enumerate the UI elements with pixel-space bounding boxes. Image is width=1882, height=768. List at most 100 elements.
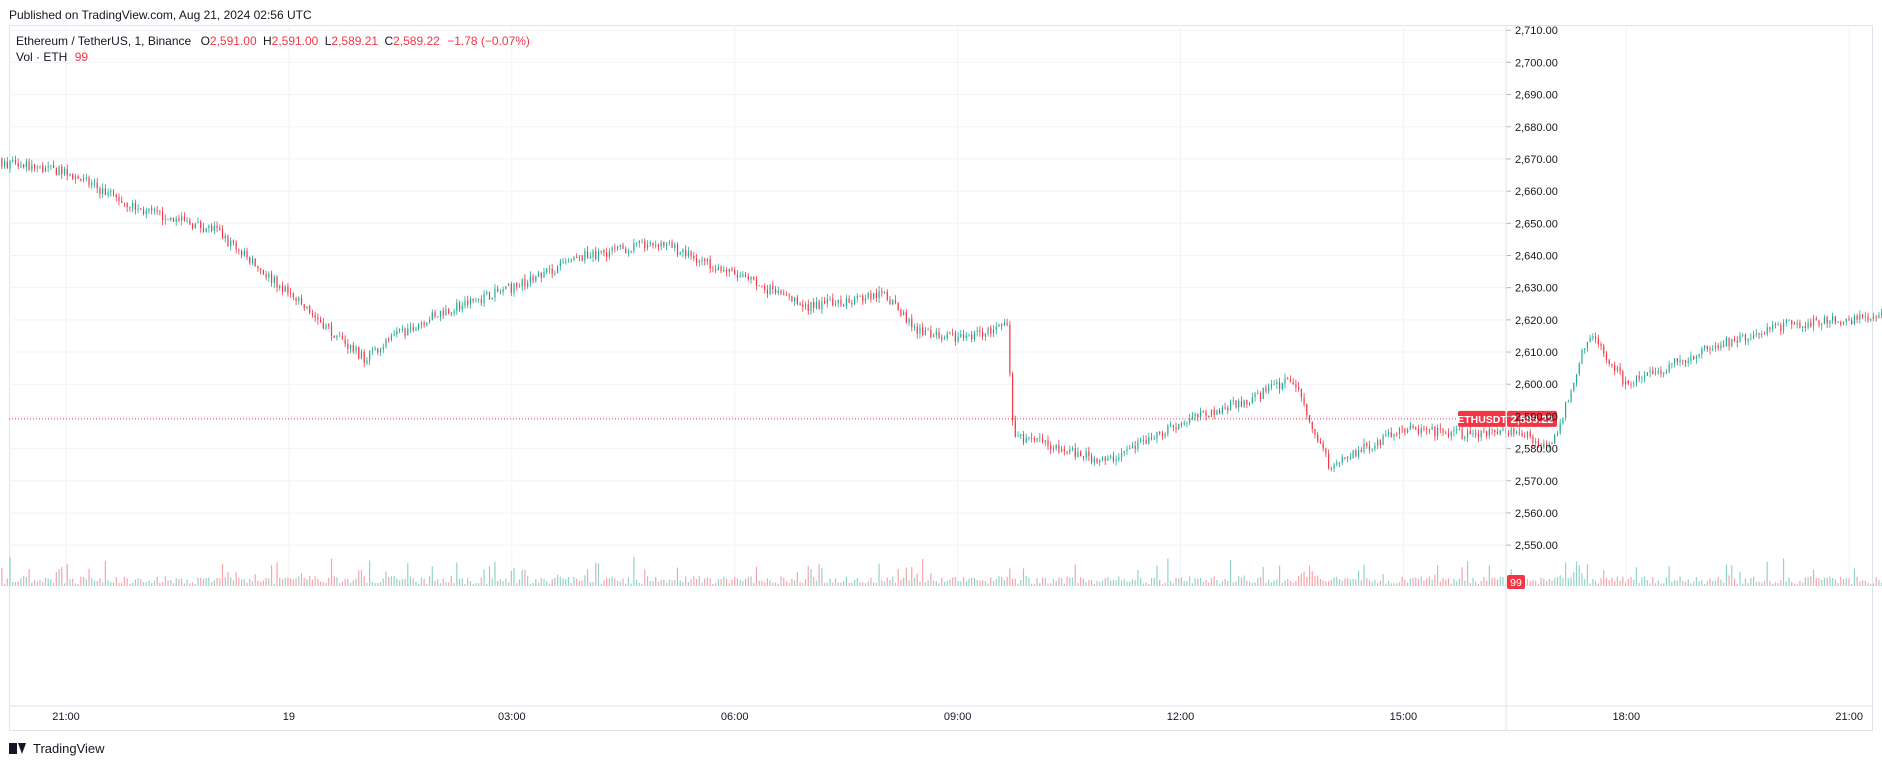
candle-down (1496, 431, 1499, 434)
candle-up (1273, 384, 1275, 385)
candle-down (952, 333, 954, 334)
volume-bar (788, 582, 790, 586)
candle-up (1586, 341, 1589, 349)
candle-down (1404, 428, 1406, 433)
candle-down (1545, 443, 1548, 448)
candle-down (1063, 448, 1065, 452)
candle-down (1161, 433, 1164, 437)
volume-bar (840, 582, 842, 586)
volume-bar (543, 579, 545, 586)
symbol-title[interactable]: Ethereum / TetherUS, 1, Binance (16, 34, 192, 48)
volume-bar (1071, 577, 1074, 586)
candle-up (1450, 431, 1452, 437)
volume-bar (1374, 579, 1376, 586)
volume-bar (1663, 583, 1665, 586)
volume-bar (687, 581, 689, 586)
candle-up (619, 245, 621, 247)
candle-up (742, 274, 744, 277)
candle-down (1041, 438, 1044, 443)
volume-bar (369, 560, 371, 586)
candle-up (1137, 441, 1139, 449)
volume-bar (499, 579, 502, 586)
volume-bar (456, 562, 458, 586)
volume-bar (1047, 583, 1049, 586)
volume-bar (903, 577, 905, 586)
candle-up (9, 160, 11, 169)
volume-bar (1845, 578, 1847, 586)
candle-down (88, 177, 90, 186)
candle-up (1535, 441, 1537, 443)
candle-up (426, 322, 428, 325)
candle-up (1164, 434, 1166, 437)
candle-up (1777, 324, 1779, 326)
volume-bar (1622, 576, 1624, 586)
volume-bar (529, 583, 531, 586)
volume-bar (1851, 583, 1853, 586)
candle-up (1878, 315, 1880, 318)
volume-label[interactable]: Vol · ETH (16, 50, 68, 64)
candle-down (755, 279, 758, 286)
candle-up (360, 351, 363, 359)
volume-bar (1703, 583, 1706, 586)
volume-bar (1701, 580, 1703, 586)
volume-bar (1804, 577, 1806, 586)
candle-down (799, 303, 801, 305)
volume-bar (578, 580, 581, 586)
candle-up (1510, 428, 1512, 436)
candle-up (1371, 448, 1373, 450)
volume-bar (1870, 583, 1872, 586)
volume-bar (957, 580, 959, 586)
published-note: Published on TradingView.com, Aug 21, 20… (9, 8, 312, 22)
candle-up (1649, 370, 1651, 373)
candle-up (1747, 339, 1749, 341)
volume-bar (1349, 579, 1351, 586)
candle-down (1513, 428, 1515, 434)
candle-up (529, 276, 531, 283)
volume-bar (930, 573, 932, 586)
candle-down (1265, 387, 1267, 392)
candle-down (886, 291, 888, 300)
volume-bar (1232, 582, 1234, 586)
candle-down (333, 336, 335, 338)
volume-bar (1150, 578, 1153, 586)
candle-down (61, 166, 63, 174)
volume-bar (1041, 577, 1044, 586)
candle-down (938, 332, 940, 338)
candle-up (379, 349, 382, 353)
candle-up (1466, 430, 1469, 438)
candle-up (1183, 422, 1185, 425)
volume-bar (1695, 577, 1697, 586)
volume-bar (1235, 581, 1237, 586)
candle-down (1088, 451, 1090, 456)
candle-down (990, 327, 992, 334)
volume-bar (33, 579, 36, 586)
volume-bar (453, 582, 455, 586)
candle-down (606, 252, 608, 257)
candle-down (734, 270, 736, 275)
candle-up (1870, 318, 1872, 321)
volume-bar (1, 568, 3, 586)
candle-down (260, 268, 262, 271)
candle-down (962, 333, 965, 338)
volume-bar (862, 582, 864, 586)
low-value: 2,589.21 (331, 34, 379, 48)
candle-up (369, 350, 371, 361)
candle-up (1254, 393, 1256, 398)
candle-up (181, 216, 183, 221)
candle-up (420, 322, 423, 325)
volume-bar (249, 578, 251, 586)
volume-bar (273, 583, 275, 586)
volume-bar (1014, 578, 1016, 586)
volume-bar (1788, 577, 1790, 586)
volume-bar (1848, 578, 1850, 586)
candle-down (941, 337, 943, 340)
volume-bar (1210, 578, 1213, 586)
volume-bar (1684, 581, 1687, 586)
candle-up (1581, 349, 1583, 364)
candle-up (1782, 322, 1785, 331)
candle-down (1744, 334, 1747, 341)
volume-bar (189, 583, 191, 586)
candle-down (1366, 443, 1368, 446)
volume-bar (954, 576, 956, 586)
